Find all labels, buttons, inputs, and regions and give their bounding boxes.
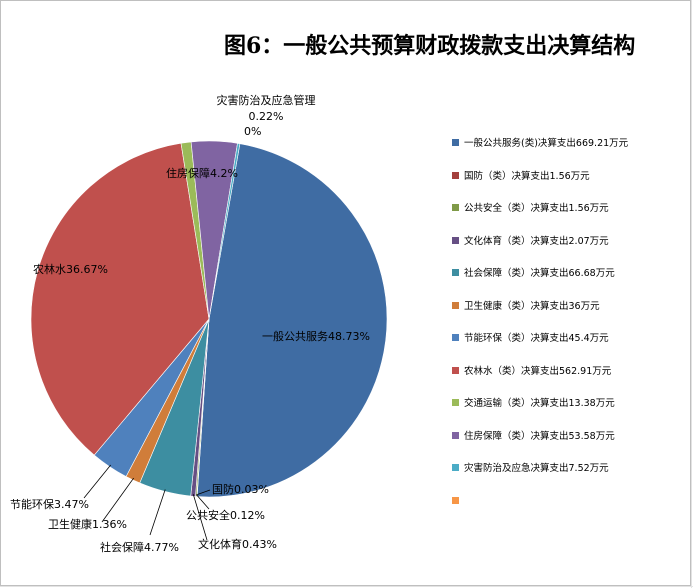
leader-line [196, 489, 211, 495]
legend-swatch [452, 139, 459, 146]
data-label: 住房保障4.2% [166, 167, 238, 180]
data-label: 国防0.03% [212, 483, 269, 496]
leader-line [83, 464, 112, 499]
data-label: 农林水36.67% [33, 263, 108, 276]
legend-label: 农林水（类）决算支出562.91万元 [464, 365, 612, 377]
data-label: 社会保障4.77% [100, 541, 179, 554]
data-label: 灾害防治及应急管理 0.22% [216, 94, 316, 123]
legend-swatch [452, 171, 459, 179]
legend-swatch [452, 399, 459, 406]
legend-swatch [452, 464, 459, 471]
legend-label: 住房保障（类）决算支出53.58万元 [464, 430, 615, 442]
data-label: 公共安全0.12% [186, 509, 265, 522]
legend-label: 灾害防治及应急决算支出7.52万元 [464, 463, 609, 474]
pie-slice [208, 142, 241, 320]
leader-line [149, 489, 166, 536]
legend-swatch [452, 236, 459, 244]
legend-swatch [452, 301, 459, 309]
pie-slice [196, 143, 388, 498]
legend-label: 一般公共服务(类)决算支出669.21万元 [464, 138, 629, 149]
data-label: 0% [244, 125, 262, 138]
data-label: 卫生健康1.36% [48, 518, 127, 531]
leader-line [195, 494, 210, 510]
legend-swatch [452, 366, 459, 374]
legend-label: 节能环保（类）决算支出45.4万元 [464, 333, 609, 344]
data-label: 文化体育0.43% [198, 538, 277, 551]
legend-swatch [452, 269, 459, 276]
chart-title: 图6：一般公共预算财政拨款支出决算结构 [224, 33, 636, 59]
leader-line [192, 494, 208, 541]
legend-label: 文化体育（类）决算支出2.07万元 [464, 235, 609, 247]
legend-label: 交通运输（类）决算支出13.38万元 [464, 398, 615, 409]
legend-label: 社会保障（类）决算支出66.68万元 [464, 268, 615, 279]
leader-lines [83, 464, 211, 541]
leader-line [101, 477, 135, 523]
legend-swatch [452, 431, 459, 439]
legend-swatch [452, 496, 459, 504]
pie [30, 140, 388, 498]
legend-label: 公共安全（类）决算支出1.56万元 [464, 203, 609, 214]
legend-swatch [452, 334, 459, 341]
legend-label: 国防（类）决算支出1.56万元 [464, 170, 590, 182]
data-label: 一般公共服务48.73% [262, 330, 370, 343]
pie-slice [30, 142, 210, 456]
legend-label: 卫生健康（类）决算支出36万元 [464, 300, 600, 312]
data-label: 节能环保3.47% [10, 498, 89, 511]
legend-swatch [452, 204, 459, 211]
